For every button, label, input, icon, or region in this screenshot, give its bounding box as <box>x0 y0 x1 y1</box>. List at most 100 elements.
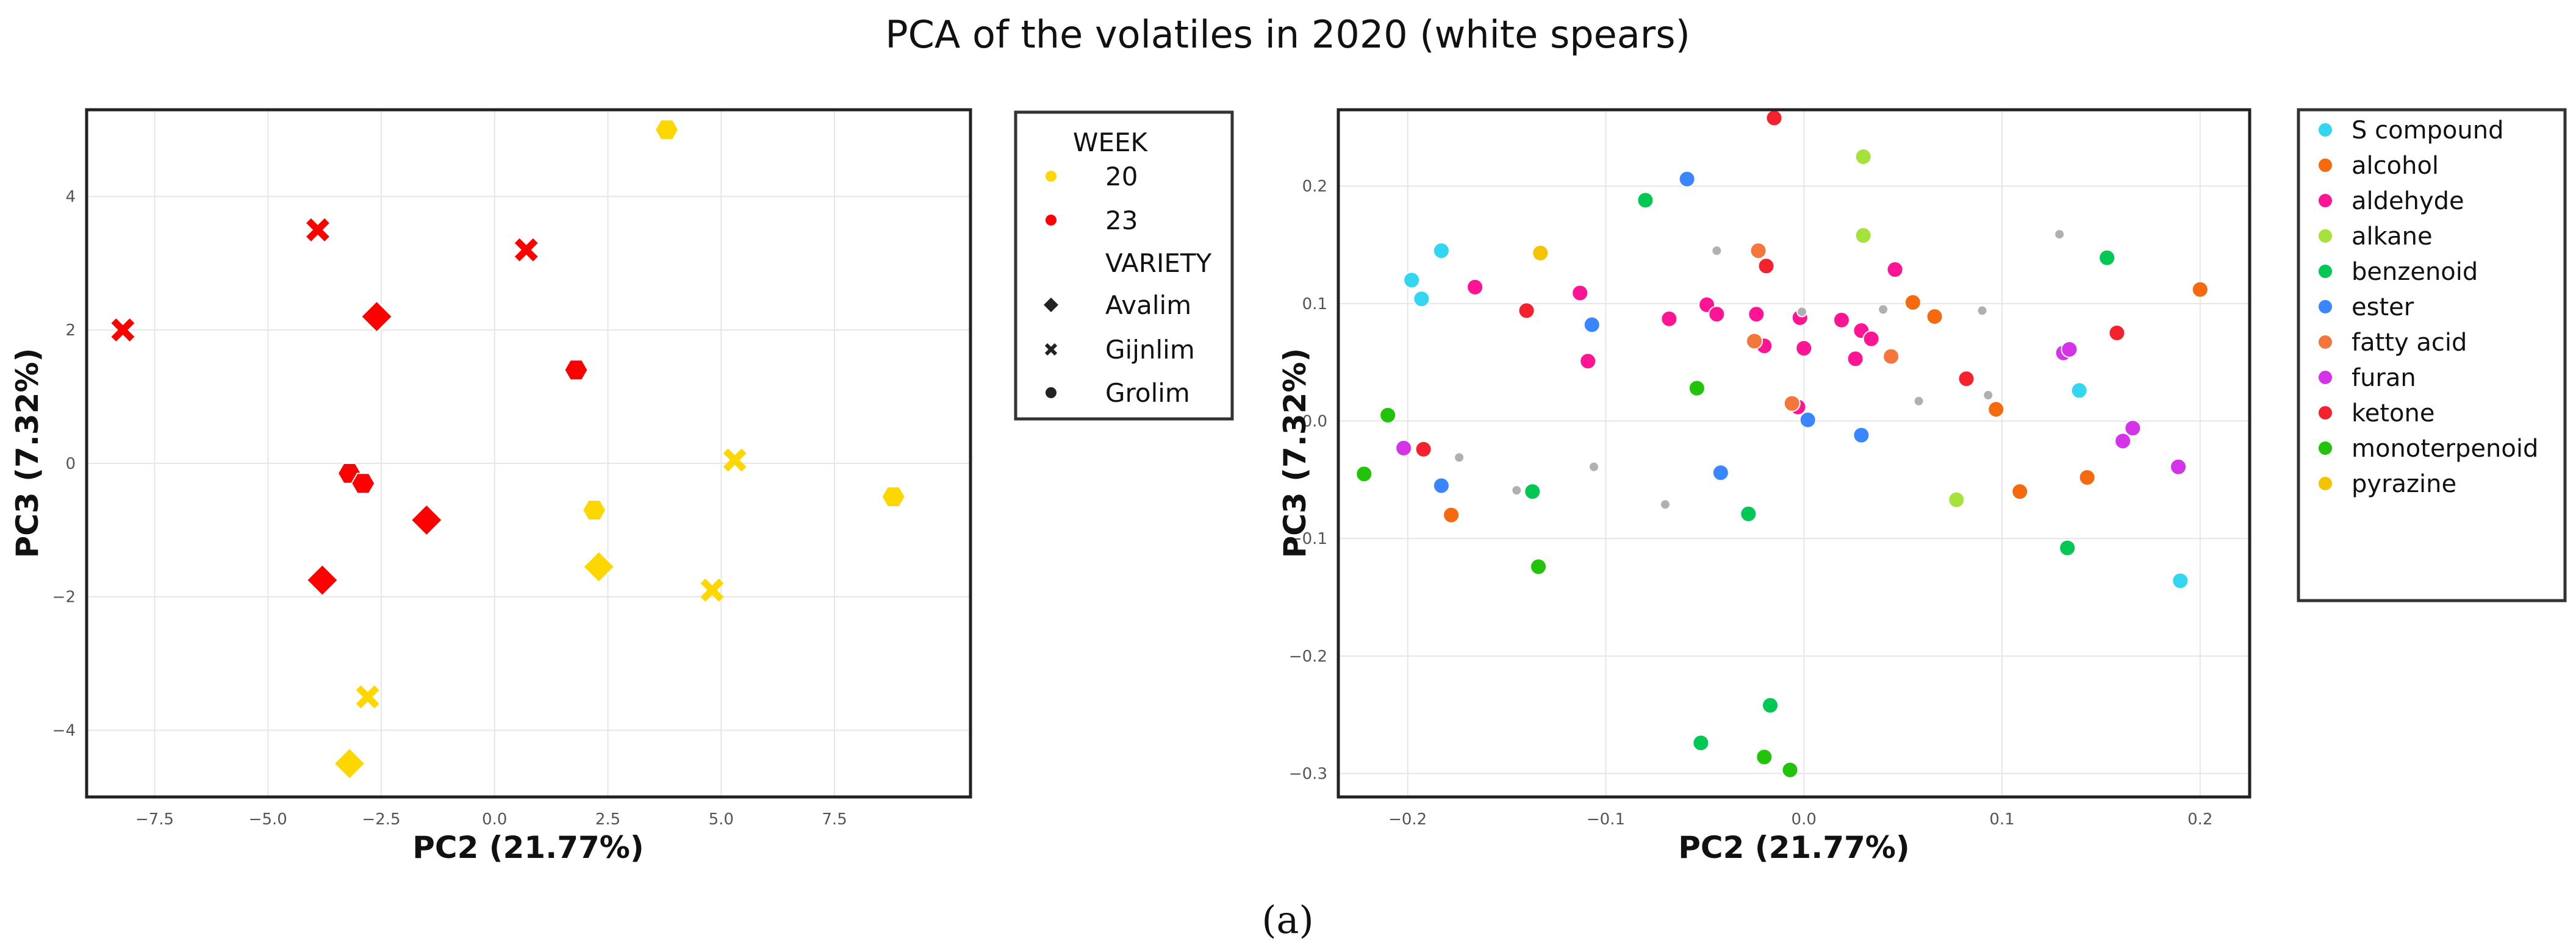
point-alkane <box>1854 227 1872 245</box>
point-fatty-acid <box>1882 348 1900 365</box>
legend-furan-marker <box>2317 370 2333 385</box>
left-legend-frame <box>1014 110 1234 421</box>
point-alcohol <box>1987 401 2005 418</box>
point-week23-grolim <box>564 359 589 381</box>
point-s-compound <box>1413 290 1430 308</box>
left-x-tick-label: 5.0 <box>709 810 734 829</box>
legend-alkane-label: alkane <box>2352 223 2433 251</box>
right-legend: S compound alcohol aldehyde alkane benzenoid… <box>2297 108 2567 602</box>
left-tick-labels: −7.5 −5.0 −2.5 0.0 2.5 5.0 7.5 −4 −2 0 2 4 <box>52 188 847 829</box>
legend-ketone-label: ketone <box>2352 399 2434 427</box>
legend-week-title: WEEK <box>1073 127 1149 157</box>
legend-grolim-hexagon-marker <box>1046 387 1057 398</box>
point-unlabeled <box>1659 499 1671 510</box>
right-y-tick-label: 0.0 <box>1302 413 1327 431</box>
legend-week-20-marker <box>1046 171 1057 182</box>
right-x-tick-label: 0.0 <box>1792 810 1817 829</box>
legend-alcohol-marker <box>2317 157 2333 173</box>
point-ester <box>1432 477 1450 495</box>
left-gridlines <box>87 110 970 797</box>
point-s-compound <box>1403 271 1421 289</box>
left-data-points <box>111 119 906 781</box>
legend-monoterpenoid-label: monoterpenoid <box>2352 435 2538 463</box>
point-alcohol <box>2191 280 2209 298</box>
point-fatty-acid <box>1783 395 1801 412</box>
right-x-tick-label: −0.2 <box>1388 810 1427 829</box>
legend-pyrazine-marker <box>2317 476 2333 491</box>
point-week23-avalim <box>305 563 340 598</box>
point-furan <box>1395 439 1413 457</box>
point-monoterpenoid <box>1379 406 1397 424</box>
point-aldehyde <box>1748 305 1765 323</box>
legend-avalim-label: Avalim <box>1105 290 1191 320</box>
point-pyrazine <box>1532 245 1549 262</box>
point-furan <box>2124 420 2142 437</box>
point-week23-grolim <box>351 473 376 495</box>
legend-furan-label: furan <box>2352 364 2416 392</box>
legend-week-23-label: 23 <box>1105 205 1138 235</box>
point-aldehyde <box>1862 330 1880 348</box>
point-week23-gijnlim <box>111 318 135 341</box>
point-benzenoid <box>1524 483 1541 501</box>
point-unlabeled <box>1511 485 1523 496</box>
point-benzenoid <box>1740 505 1757 523</box>
legend-benzenoid-label: benzenoid <box>2352 258 2478 286</box>
point-ketone <box>1415 440 1432 458</box>
point-benzenoid <box>1762 696 1779 714</box>
point-aldehyde <box>1708 305 1726 323</box>
right-x-axis-label: PC2 (21.77%) <box>1678 830 1910 865</box>
point-ester <box>1853 426 1870 444</box>
point-aldehyde <box>1886 261 1904 279</box>
point-unlabeled <box>1711 245 1723 257</box>
right-plot-frame <box>1336 108 2251 799</box>
right-plot-area <box>1338 110 2250 797</box>
legend-monoterpenoid-marker <box>2317 440 2333 456</box>
legend-fatty-acid-label: fatty acid <box>2352 329 2467 357</box>
point-aldehyde <box>1795 340 1813 357</box>
legend-s-compound-label: S compound <box>2352 116 2504 145</box>
right-scatter-panel: −0.2 −0.1 0.0 0.1 0.2 −0.3 −0.2 −0.1 0.0 0.1 0.2 P… <box>1277 108 2251 865</box>
left-plot-area <box>87 110 970 797</box>
legend-ester-marker <box>2317 299 2333 315</box>
legend-benzenoid-marker <box>2317 263 2333 279</box>
left-y-tick-label: 2 <box>65 321 76 340</box>
point-benzenoid <box>2098 249 2116 266</box>
point-aldehyde <box>1571 284 1589 302</box>
point-unlabeled <box>2054 229 2065 240</box>
legend-pyrazine-label: pyrazine <box>2352 470 2456 498</box>
right-data-points <box>1355 109 2209 779</box>
point-unlabeled <box>1913 395 1925 407</box>
left-plot-frame <box>85 108 972 799</box>
point-ketone <box>1757 257 1775 275</box>
legend-week-20-label: 20 <box>1105 162 1138 191</box>
right-x-tick-label: 0.1 <box>1989 810 2014 829</box>
point-furan <box>2170 458 2187 476</box>
point-alcohol <box>1904 293 1921 311</box>
point-s-compound <box>2070 382 2088 399</box>
left-x-tick-label: −7.5 <box>135 810 174 829</box>
right-tick-labels: −0.2 −0.1 0.0 0.1 0.2 −0.3 −0.2 −0.1 0.0 0.1 0.2 <box>1289 177 2213 829</box>
legend-aldehyde-marker <box>2317 193 2333 209</box>
point-ester <box>1583 316 1601 334</box>
right-x-tick-label: 0.2 <box>2187 810 2212 829</box>
legend-s-compound-marker <box>2317 122 2333 138</box>
point-ester <box>1678 170 1696 188</box>
point-furan <box>2114 432 2132 450</box>
point-furan <box>2061 341 2078 359</box>
right-y-tick-label: −0.2 <box>1289 648 1327 666</box>
point-s-compound <box>1432 242 1450 260</box>
right-y-axis-label: PC3 (7.32%) <box>1277 348 1313 559</box>
point-ketone <box>1765 109 1783 127</box>
legend-gijnlim-x-marker <box>1044 343 1058 356</box>
figure-caption: (a) <box>1261 898 1313 942</box>
point-week20-gijnlim <box>723 448 747 472</box>
right-gridlines <box>1338 110 2250 797</box>
point-unlabeled <box>1588 461 1599 473</box>
point-s-compound <box>2172 572 2189 590</box>
point-week20-grolim <box>582 499 607 521</box>
point-aldehyde <box>1579 352 1597 370</box>
point-alkane <box>1948 491 1965 509</box>
point-unlabeled <box>1454 452 1465 463</box>
point-ketone <box>1957 370 1975 388</box>
